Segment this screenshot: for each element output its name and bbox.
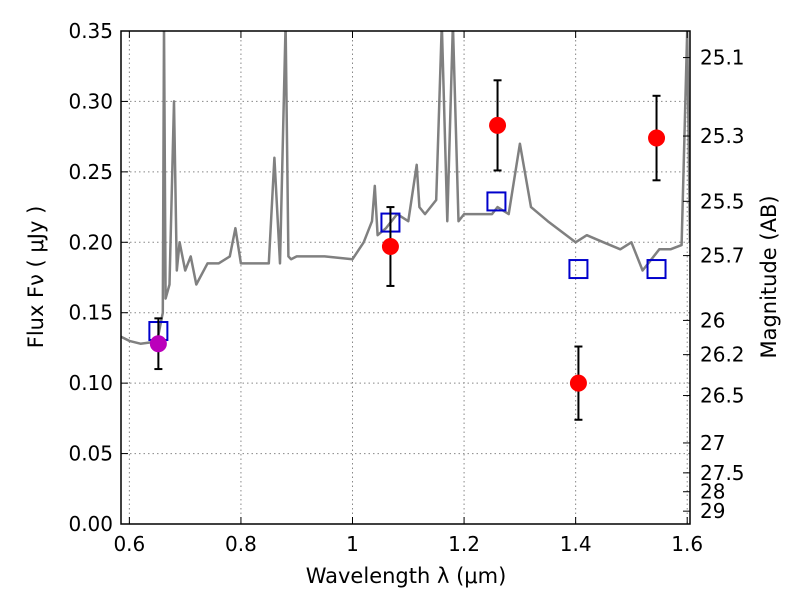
- plot-frame: [120, 30, 691, 525]
- y-tick-label: 0.10: [68, 371, 113, 395]
- spectrum-line: [121, 31, 690, 345]
- y2-tick-label: 26.2: [700, 343, 745, 367]
- y-tick-label: 0.30: [68, 89, 113, 113]
- spectrum-layer: [121, 31, 690, 345]
- model-square-point: [646, 259, 667, 280]
- observed-flux-point: [489, 116, 507, 134]
- y-tick-label: 0.20: [68, 230, 113, 254]
- y2-axis-label: Magnitude (AB): [757, 195, 781, 358]
- tick-labels: 0.6 0.8 1 1.2 1.4 1.6 0.00 0.05 0.10 0.15 0.20 0.25…: [68, 19, 744, 556]
- y-axis-label: Flux Fν ( μJy ): [24, 206, 48, 349]
- y2-tick-label: 26.5: [700, 384, 745, 408]
- x-tick-label: 1.2: [448, 532, 480, 556]
- y-tick-label: 0.25: [68, 160, 113, 184]
- y-tick-label: 0.35: [68, 19, 113, 43]
- data-points-layer: [148, 79, 667, 421]
- y2-tick-label: 29: [700, 499, 725, 523]
- x-tick-label: 1.4: [560, 532, 592, 556]
- tick-marks: [121, 30, 690, 525]
- y2-tick-label: 25.3: [700, 124, 745, 148]
- y2-tick-label: 27: [700, 431, 725, 455]
- model-square-point: [568, 259, 589, 280]
- y2-tick-label: 28: [700, 480, 725, 504]
- y2-tick-label: 25.5: [700, 189, 745, 213]
- x-tick-label: 0.6: [113, 532, 145, 556]
- grid-lines: [121, 31, 690, 524]
- x-tick-label: 1.6: [671, 532, 703, 556]
- x-tick-label: 0.8: [225, 532, 257, 556]
- y-tick-label: 0.15: [68, 301, 113, 325]
- y2-tick-label: 25.1: [700, 46, 745, 70]
- y-tick-label: 0.00: [68, 512, 113, 536]
- observed-flux-point: [569, 374, 587, 392]
- y-tick-label: 0.05: [68, 442, 113, 466]
- x-axis-label: Wavelength λ (μm): [306, 564, 507, 588]
- y2-tick-label: 25.7: [700, 244, 745, 268]
- y2-tick-label: 27.5: [700, 461, 745, 485]
- y2-tick-label: 26: [700, 308, 725, 332]
- model-square-point: [486, 191, 507, 212]
- observed-flux-point: [381, 238, 399, 256]
- observed-flux-point: [149, 335, 167, 353]
- observed-flux-point: [648, 129, 666, 147]
- x-tick-label: 1: [346, 532, 359, 556]
